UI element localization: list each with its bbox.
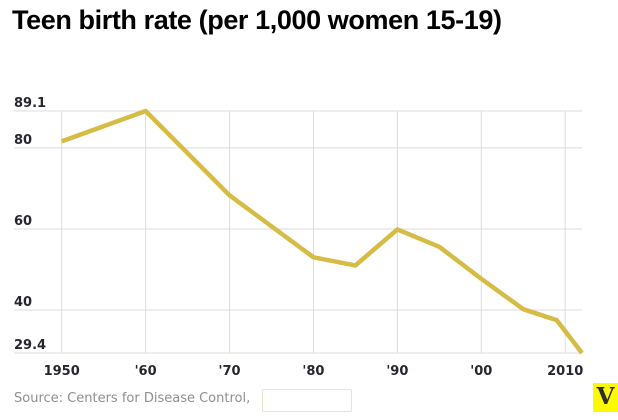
x-tick-label: '70 xyxy=(218,364,240,379)
x-tick-label: '80 xyxy=(302,364,324,379)
chart-title: Teen birth rate (per 1,000 women 15-19) xyxy=(12,5,502,35)
source-highlight-box xyxy=(262,389,352,412)
vox-logo-letter: V xyxy=(596,383,615,410)
x-tick-label: 2010 xyxy=(547,364,583,379)
x-tick-label: '00 xyxy=(470,364,492,379)
vox-logo: V xyxy=(593,383,618,412)
y-tick-label: 29.4 xyxy=(14,338,46,353)
y-tick-label: 60 xyxy=(14,214,32,229)
x-tick-label: '60 xyxy=(135,364,157,379)
y-tick-label: 80 xyxy=(14,133,32,148)
data-line-teen-birth-rate xyxy=(60,108,584,355)
x-tick-label: '90 xyxy=(386,364,408,379)
y-tick-label: 89.1 xyxy=(14,96,46,111)
y-tick-label: 40 xyxy=(14,295,32,310)
x-tick-label: 1950 xyxy=(44,364,80,379)
source-label: Source: Centers for Disease Control, xyxy=(14,391,251,406)
